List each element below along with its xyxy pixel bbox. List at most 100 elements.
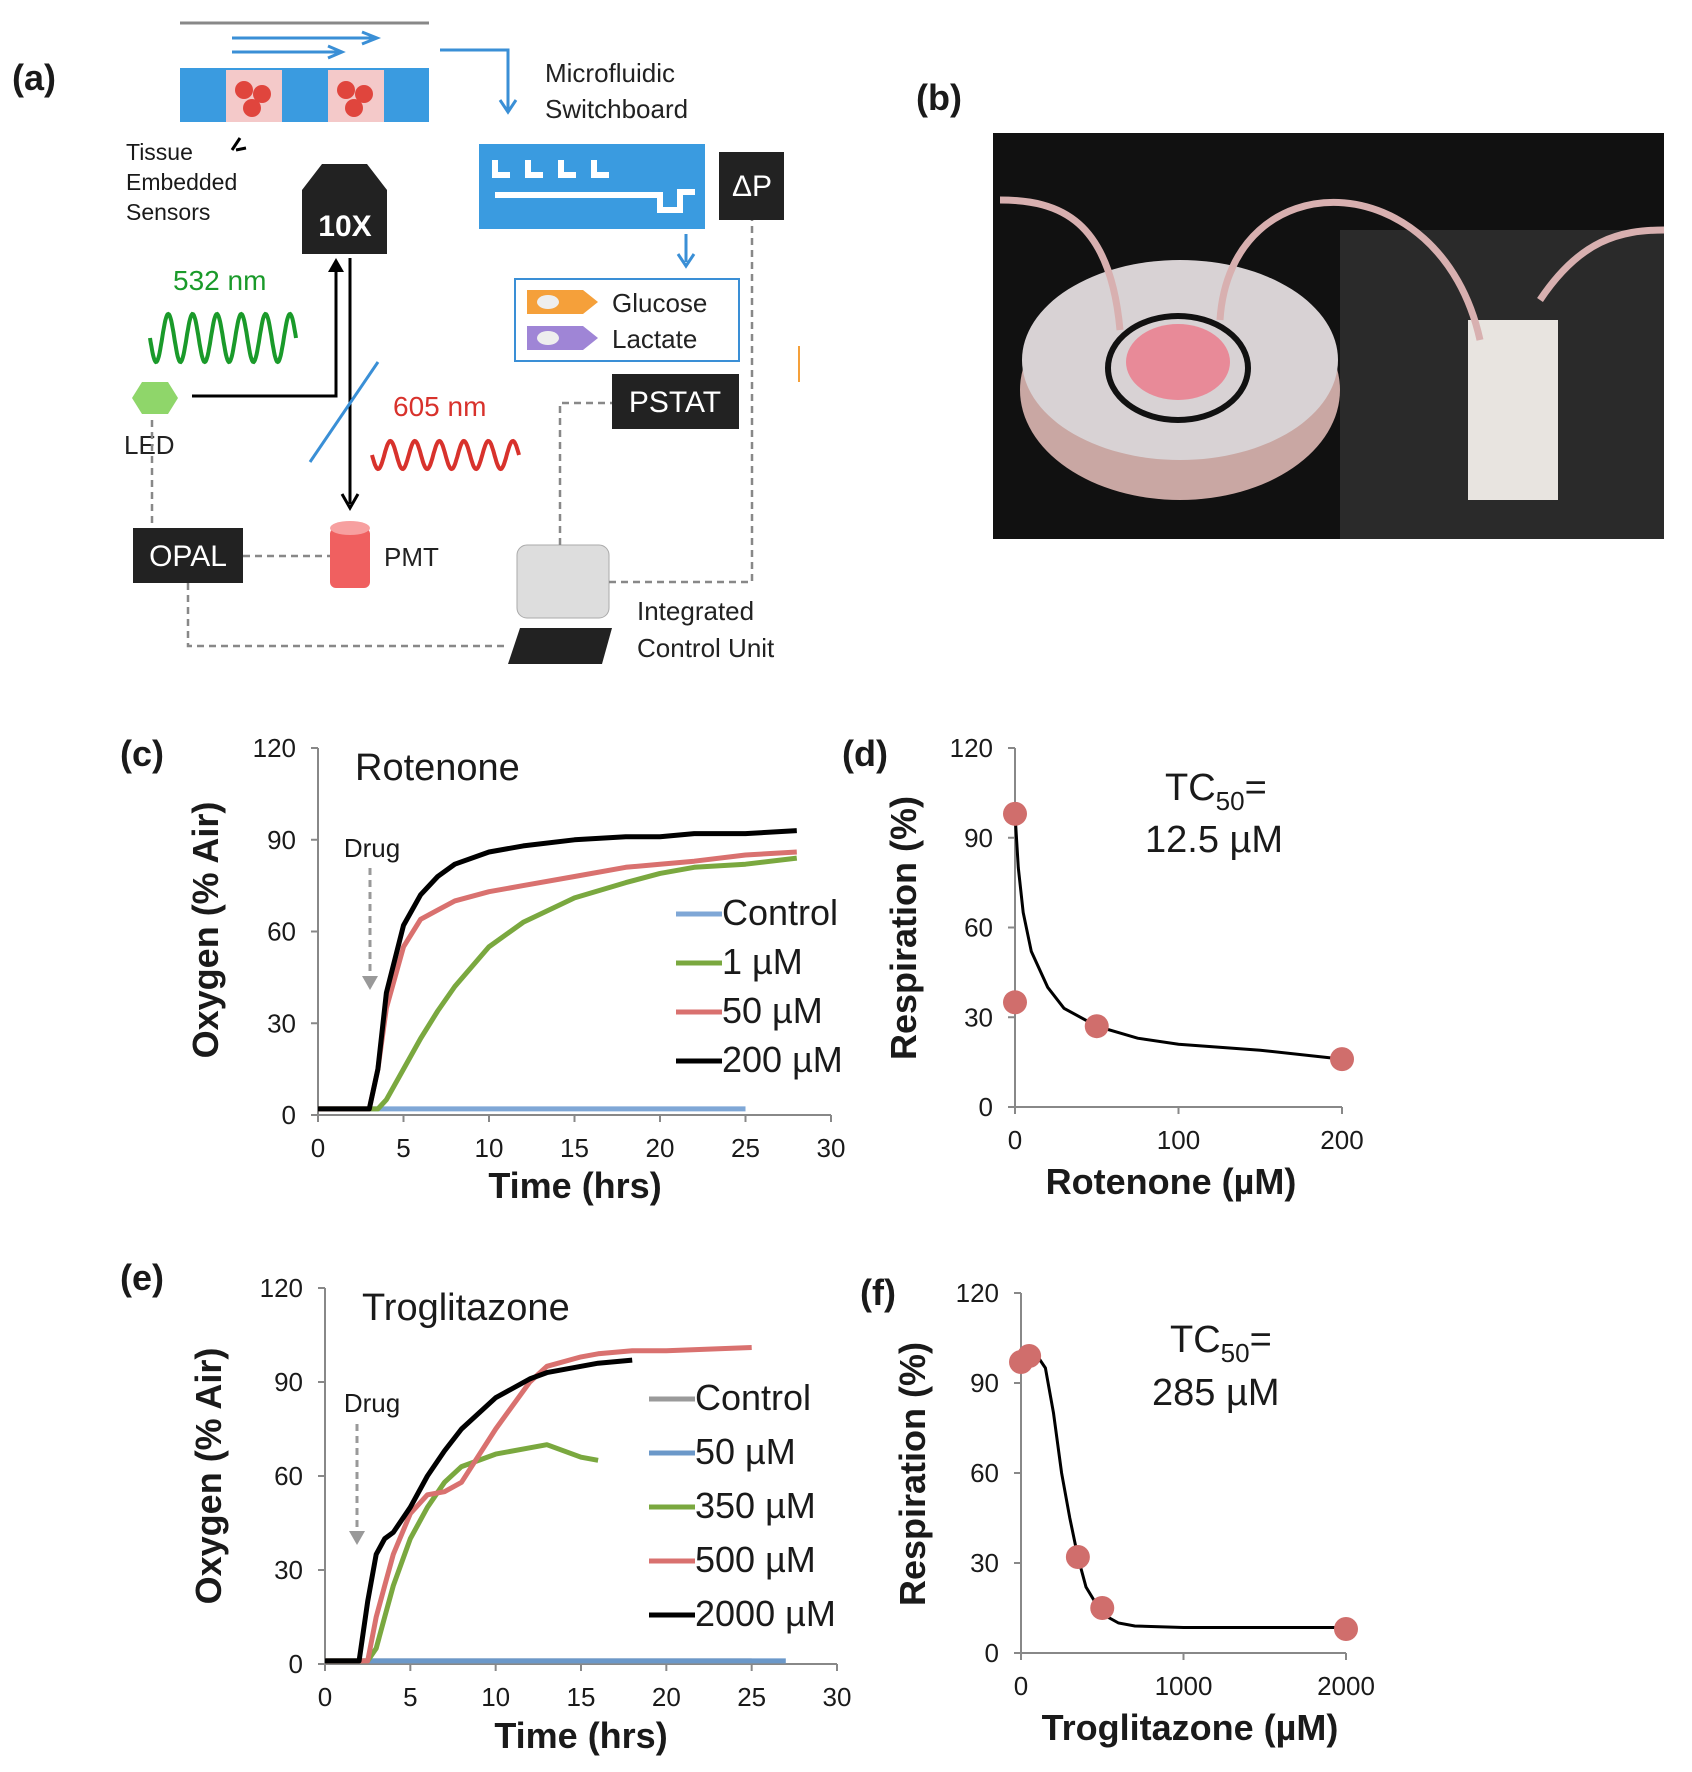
legend-label: 1 µM: [722, 941, 803, 982]
y-axis-title: Respiration (%): [892, 1342, 933, 1606]
pmt-label: PMT: [384, 542, 439, 572]
y-axis-title: Respiration (%): [883, 796, 924, 1060]
chart-title: Troglitazone: [362, 1287, 570, 1329]
x-tick-label: 0: [318, 1682, 332, 1712]
light-path: [340, 258, 360, 512]
x-tick-label: 15: [560, 1133, 589, 1163]
y-tick-label: 0: [289, 1649, 303, 1679]
cells: [235, 81, 373, 117]
tc50-value: 12.5 µM: [1145, 819, 1283, 861]
photo-ring: [1105, 313, 1251, 423]
x-tick-label: 20: [646, 1133, 675, 1163]
legend-label: Control: [722, 892, 838, 933]
data-point: [1003, 801, 1027, 826]
led: [132, 382, 178, 414]
x-axis-title: Rotenone (µM): [1046, 1161, 1297, 1202]
x-tick-label: 10: [475, 1133, 504, 1163]
sensor-dot: [537, 331, 559, 345]
chart: (e) 0 30 60 90 120 0 5 10 15 20 25 30 Time (hrs) Oxyge…: [120, 1257, 851, 1756]
panel-label: (b): [916, 77, 962, 118]
y-tick-label: 30: [964, 1002, 993, 1032]
tissue-label: Embedded: [126, 169, 237, 195]
y-axis-title: Oxygen (% Air): [188, 1348, 229, 1605]
data-point: [1065, 1545, 1090, 1569]
legend-label: 350 µM: [695, 1485, 816, 1526]
x-tick-label: 0: [1014, 1671, 1028, 1701]
tc50-text: TC: [1170, 1319, 1221, 1361]
legend-label: 2000 µM: [695, 1593, 836, 1634]
y-tick-label: 0: [282, 1100, 296, 1130]
legend-label: Control: [695, 1377, 811, 1418]
data-point: [1084, 1014, 1109, 1039]
x-tick-label: 15: [567, 1682, 596, 1712]
x-tick-label: 0: [1008, 1125, 1022, 1155]
data-point: [1330, 1047, 1354, 1072]
data-point: [1090, 1596, 1115, 1620]
data-point: [1334, 1617, 1358, 1641]
y-tick-label: 60: [970, 1458, 999, 1488]
x-tick-label: 20: [652, 1682, 681, 1712]
legend-label: 500 µM: [695, 1539, 816, 1580]
pmt: [330, 528, 370, 588]
data-point: [1017, 1344, 1042, 1368]
line-series: [325, 1357, 633, 1664]
charts: (c) 0 30 60 90 120 0 5 10 15 20 25 30 Time (hrs) Oxyge…: [120, 733, 1375, 1756]
y-tick-label: 90: [970, 1368, 999, 1398]
tc50-subscript: 50: [1221, 1338, 1250, 1368]
x-tick-label: 25: [731, 1133, 760, 1163]
flow-arrow: [440, 48, 518, 115]
tc50-subscript: 50: [1216, 786, 1245, 816]
emission-wave: [370, 438, 521, 472]
emission-label: 605 nm: [393, 391, 486, 422]
control-label: Control Unit: [637, 633, 775, 663]
fit-line: [1013, 813, 1343, 1061]
opal-label: OPAL: [149, 540, 227, 573]
arrow-head: [328, 258, 344, 272]
x-tick-label: 100: [1157, 1125, 1200, 1155]
tc50-value: 285 µM: [1152, 1372, 1280, 1414]
tc50-label: TC50=: [1170, 1319, 1272, 1368]
y-tick-label: 120: [260, 1273, 303, 1303]
control-label: Integrated: [637, 596, 754, 626]
x-axis-title: Troglitazone (µM): [1042, 1707, 1339, 1748]
y-tick-label: 30: [970, 1548, 999, 1578]
glucose-label: Glucose: [612, 288, 707, 318]
tissue-chip: [180, 68, 429, 122]
x-tick-label: 5: [403, 1682, 417, 1712]
x-tick-label: 0: [311, 1133, 325, 1163]
y-tick-label: 60: [964, 913, 993, 943]
annotation: Drug: [344, 833, 400, 863]
switchboard-label: Switchboard: [545, 94, 688, 124]
pstat-label: PSTAT: [629, 386, 721, 419]
annotation: Drug: [344, 1388, 400, 1418]
chart: (d) 0 30 60 90 120 0 100 200 Rotenone (µM) Respira…: [842, 733, 1364, 1202]
opal-box: [133, 528, 243, 583]
objective: [302, 164, 387, 254]
y-tick-label: 30: [274, 1555, 303, 1585]
y-tick-label: 120: [956, 1278, 999, 1308]
x-tick-label: 1000: [1155, 1671, 1213, 1701]
y-tick-label: 90: [267, 825, 296, 855]
monitor: [516, 544, 610, 619]
objective-label: 10X: [318, 210, 371, 243]
x-tick-label: 25: [737, 1682, 766, 1712]
y-tick-label: 90: [964, 823, 993, 853]
y-tick-label: 90: [274, 1367, 303, 1397]
line-series: [325, 1345, 752, 1664]
light-path: [192, 266, 338, 398]
chart-title: Rotenone: [355, 747, 520, 789]
tc50-equals: =: [1245, 767, 1267, 809]
tc50-label: TC50=: [1165, 767, 1267, 816]
x-axis-title: Time (hrs): [494, 1715, 667, 1756]
panel-label: (e): [120, 1257, 164, 1298]
drug-arrow-head: [349, 1531, 365, 1545]
tc50-text: TC: [1165, 767, 1216, 809]
beam-splitter: [308, 361, 380, 463]
led-label: LED: [124, 430, 175, 460]
photo: (b): [916, 77, 1665, 539]
panel-label: (d): [842, 733, 888, 774]
y-tick-label: 30: [267, 1008, 296, 1038]
legend-label: 50 µM: [695, 1431, 796, 1472]
x-axis-title: Time (hrs): [488, 1165, 661, 1206]
